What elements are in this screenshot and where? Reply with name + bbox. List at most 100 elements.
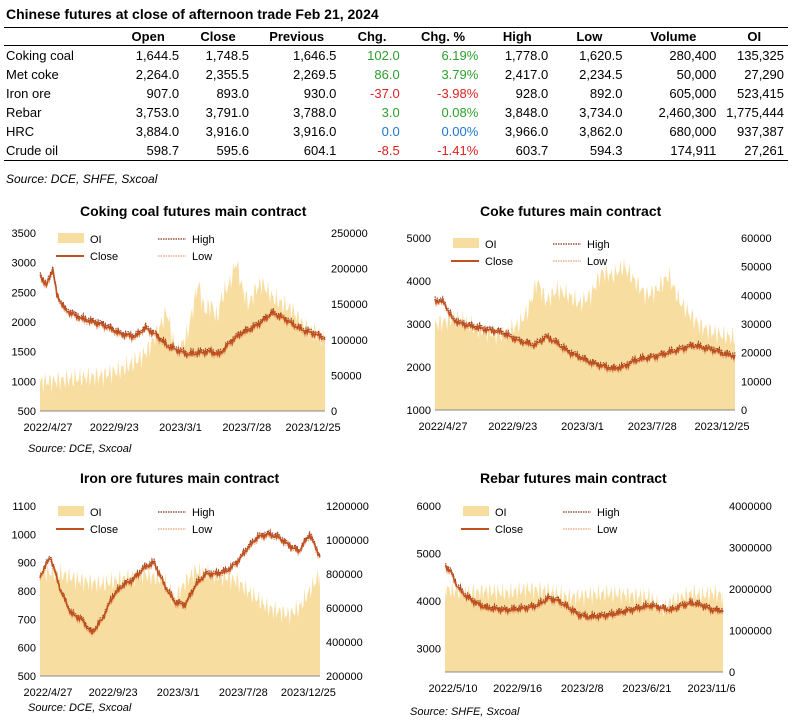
table-cell-name: Crude oil xyxy=(4,141,114,161)
table-cell-volume: 680,000 xyxy=(669,124,717,139)
table-cell-oi: 523,415 xyxy=(737,86,784,101)
table-cell-oi: 937,387 xyxy=(737,124,784,139)
table-cell-chg: -8.5 xyxy=(340,141,404,161)
column-header: Chg. xyxy=(340,27,404,46)
legend-swatch-oi xyxy=(58,233,84,243)
chart-source: Source: SHFE, Sxcoal xyxy=(410,706,520,718)
x-tick-label: 2023/3/1 xyxy=(157,687,200,699)
table-cell-chg-pct: 0.00% xyxy=(441,124,479,139)
y-tick-label: 2000 xyxy=(407,362,431,374)
table-cell-high: 3,848.0 xyxy=(504,105,549,120)
legend-label: OI xyxy=(90,507,102,519)
table-cell-chg-pct: -3.98% xyxy=(437,86,479,101)
table-cell-high: 928.0 xyxy=(515,86,549,101)
y-tick-label: 6000 xyxy=(417,501,441,513)
y2-tick-label: 10000 xyxy=(741,376,772,388)
y2-tick-label: 3000000 xyxy=(729,543,772,555)
x-tick-label: 2023/7/28 xyxy=(222,422,271,434)
table-cell-chg: 86.0 xyxy=(374,67,400,82)
chart-svg: 1000200030004000500001000020000300004000… xyxy=(407,233,772,433)
x-tick-label: 2022/9/23 xyxy=(90,422,139,434)
table-cell-chg: 102.0 xyxy=(367,48,400,63)
y-tick-label: 3000 xyxy=(12,258,36,270)
table-cell-high: 2,417.0 xyxy=(504,67,549,82)
table-cell-close: 893.0 xyxy=(216,86,249,101)
column-header: Close xyxy=(183,27,253,46)
table-cell-name: Iron ore xyxy=(6,86,51,101)
table-cell-low: 2,234.5 xyxy=(579,67,623,82)
table-header-row: Open Close Previous Chg. Chg. % High Low Volume… xyxy=(4,27,788,46)
y-tick-label: 1000 xyxy=(407,405,431,417)
chart-title: Coke futures main contract xyxy=(480,203,662,219)
table-row: HRC 3,884.0 3,916.0 3,916.0 0.0 0.00% 3,966.0 3… xyxy=(4,122,788,141)
y-tick-label: 1100 xyxy=(12,501,36,513)
y-tick-label: 1000 xyxy=(12,529,36,541)
low-line xyxy=(39,532,321,637)
table-cell-chg: 0.0 xyxy=(381,124,400,139)
low-line xyxy=(39,270,326,361)
legend-label: Low xyxy=(587,256,607,268)
y2-tick-label: 200000 xyxy=(331,264,368,276)
table-cell-low: 892.0 xyxy=(589,86,623,101)
chart-svg: 3000 4000 5000 6000 0 1000000 2000000 3000000 40… xyxy=(417,501,772,695)
futures-table: Open Close Previous Chg. Chg. % High Low Volume… xyxy=(4,27,788,161)
y-tick-label: 700 xyxy=(18,614,36,626)
y2-tick-label: 100000 xyxy=(331,335,368,347)
y2-tick-label: 1200000 xyxy=(326,501,369,513)
y-tick-label: 4000 xyxy=(417,596,441,608)
legend-swatch-oi xyxy=(58,506,84,516)
x-tick-label: 2022/4/27 xyxy=(24,422,73,434)
chart-title: Coking coal futures main contract xyxy=(80,203,307,219)
y-tick-label: 5000 xyxy=(417,548,441,560)
legend-label: High xyxy=(597,507,620,519)
table-cell-low: 3,734.0 xyxy=(579,105,623,120)
oi-area xyxy=(435,258,735,410)
table-cell-close: 1,748.5 xyxy=(205,48,249,63)
table-cell-chg-pct: 6.19% xyxy=(441,48,479,63)
legend-label: Close xyxy=(485,256,513,268)
y2-tick-label: 250000 xyxy=(331,228,368,240)
y2-tick-label: 1000000 xyxy=(326,535,369,547)
y-tick-label: 3000 xyxy=(417,643,441,655)
table-cell-open: 3,753.0 xyxy=(135,105,180,120)
x-tick-label: 2023/3/1 xyxy=(159,422,202,434)
y2-tick-label: 0 xyxy=(331,406,337,418)
y2-tick-label: 20000 xyxy=(741,348,772,360)
table-cell-volume: 280,400 xyxy=(669,48,717,63)
table-cell-name: Met coke xyxy=(6,67,59,82)
x-tick-label: 2022/9/16 xyxy=(493,683,542,695)
y2-tick-label: 800000 xyxy=(326,569,363,581)
chart-iron-ore: Iron ore futures main contract Source: DC… xyxy=(0,462,395,728)
y-tick-label: 500 xyxy=(18,406,36,418)
chart-title: Rebar futures main contract xyxy=(480,470,667,486)
table-cell-name: Coking coal xyxy=(6,48,74,63)
legend-label: Low xyxy=(597,524,617,536)
y-tick-label: 3500 xyxy=(12,228,36,240)
table-cell-volume: 174,911 xyxy=(626,141,721,161)
table-cell-previous: 2,269.5 xyxy=(292,67,337,82)
y-tick-label: 600 xyxy=(18,643,36,655)
y2-tick-label: 60000 xyxy=(741,233,772,245)
table-cell-chg-pct: 3.79% xyxy=(441,67,479,82)
legend-swatch-oi xyxy=(463,506,489,516)
chart-coking-coal: Coking coal futures main contract Source:… xyxy=(0,195,395,460)
y2-tick-label: 30000 xyxy=(741,319,772,331)
y2-tick-label: 150000 xyxy=(331,299,368,311)
table-cell-previous: 930.0 xyxy=(303,86,337,101)
table-cell-open: 1,644.5 xyxy=(135,48,180,63)
table-cell-low: 594.3 xyxy=(552,141,627,161)
y-tick-label: 1000 xyxy=(12,376,36,388)
table-cell-previous: 604.1 xyxy=(252,141,341,161)
legend-label: Low xyxy=(192,524,212,536)
column-header xyxy=(4,27,114,46)
x-tick-label: 2023/2/8 xyxy=(561,683,604,695)
table-cell-close: 3,916.0 xyxy=(205,124,249,139)
y-tick-label: 2500 xyxy=(12,287,36,299)
page-title: Chinese futures at close of afternoon tr… xyxy=(6,6,379,22)
column-header: OI xyxy=(720,27,788,46)
close-line xyxy=(444,564,724,622)
y2-tick-label: 200000 xyxy=(326,671,363,683)
legend-label: Close xyxy=(90,251,118,263)
table-cell-oi: 27,261 xyxy=(720,141,788,161)
table-cell-volume: 605,000 xyxy=(669,86,717,101)
